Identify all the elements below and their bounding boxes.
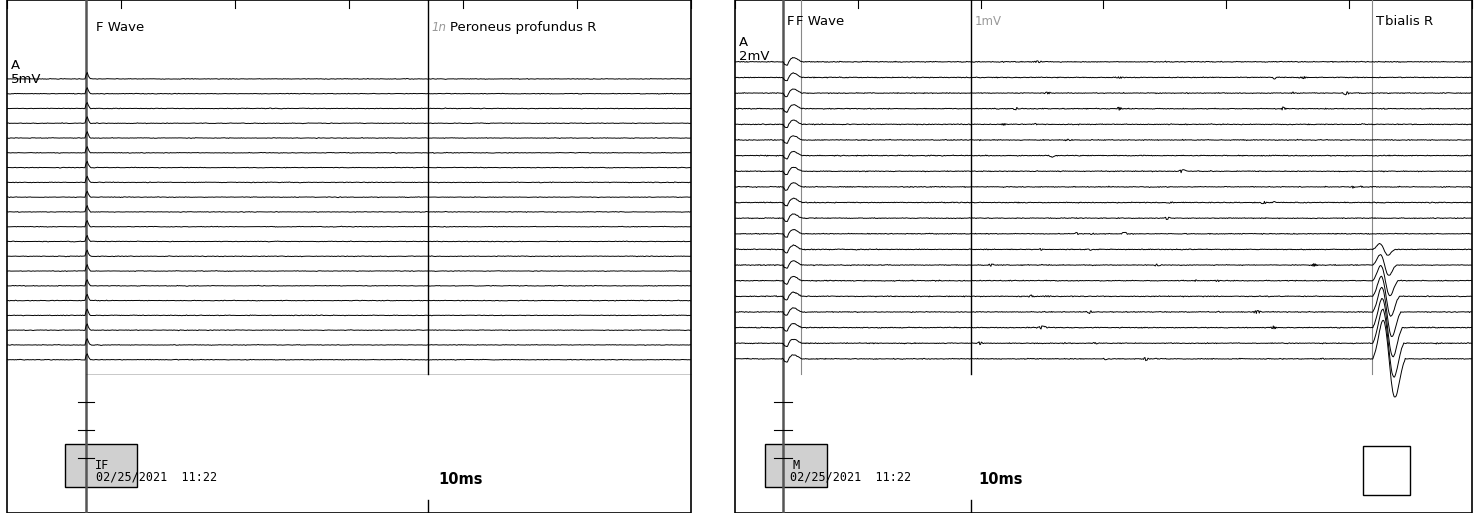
FancyBboxPatch shape (65, 444, 138, 487)
Text: A
5mV: A 5mV (10, 59, 41, 86)
Text: 10ms: 10ms (978, 472, 1022, 487)
Text: IF: IF (95, 459, 109, 472)
Text: T: T (1375, 15, 1384, 28)
Text: 02/25/2021  11:22: 02/25/2021 11:22 (790, 470, 911, 484)
Text: F Wave: F Wave (96, 21, 145, 33)
FancyBboxPatch shape (765, 444, 827, 487)
Text: 1n: 1n (430, 21, 447, 33)
FancyBboxPatch shape (1362, 446, 1411, 495)
Text: F: F (787, 15, 794, 28)
Text: bialis R: bialis R (1386, 15, 1433, 28)
Text: F Wave: F Wave (796, 15, 845, 28)
Text: 1mV: 1mV (975, 15, 1001, 28)
Text: A
2mV: A 2mV (738, 36, 769, 63)
Text: M: M (793, 459, 800, 472)
Text: 10ms: 10ms (438, 472, 482, 487)
Text: Peroneus profundus R: Peroneus profundus R (450, 21, 596, 33)
Text: 02/25/2021  11:22: 02/25/2021 11:22 (96, 470, 217, 484)
